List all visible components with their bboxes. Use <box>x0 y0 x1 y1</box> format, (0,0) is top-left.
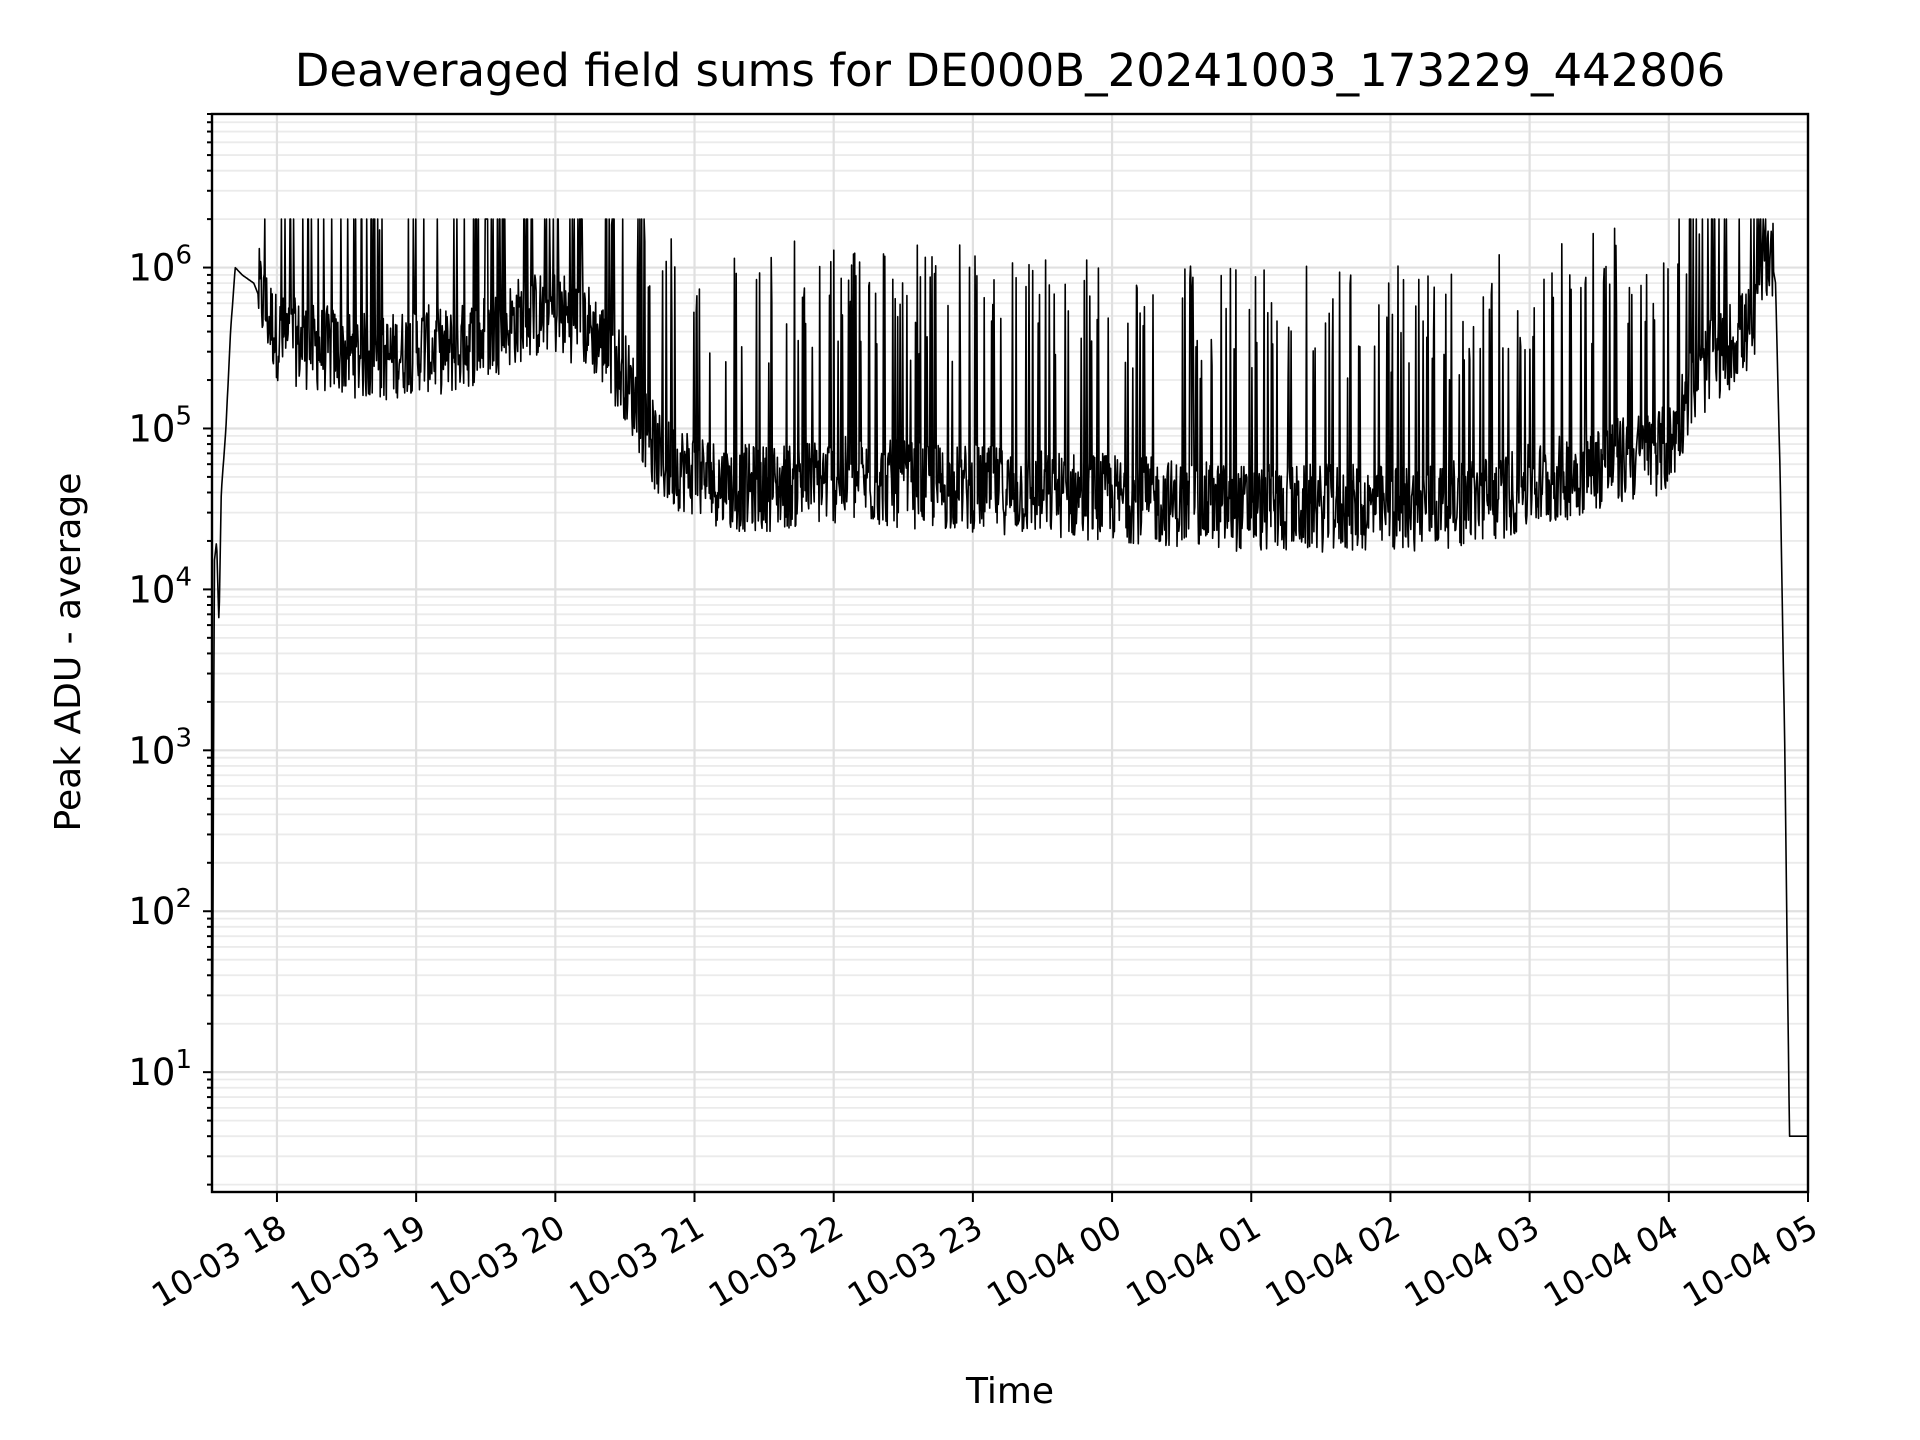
x-tick-label: 10-04 00 <box>980 1207 1128 1315</box>
x-tick-label: 10-03 20 <box>423 1207 571 1315</box>
y-axis-label: Peak ADU - average <box>48 473 89 832</box>
y-tick-label: 101 <box>128 1045 192 1094</box>
y-tick-base: 10 <box>128 890 175 933</box>
x-axis-label: Time <box>965 1371 1054 1412</box>
y-tick-label: 104 <box>128 562 192 611</box>
y-tick-label: 106 <box>128 241 192 290</box>
y-tick-base: 10 <box>128 1051 175 1094</box>
y-tick-base: 10 <box>128 407 175 450</box>
x-tick-label: 10-03 18 <box>145 1207 293 1315</box>
y-tick-exponent: 3 <box>175 723 192 753</box>
x-tick-label: 10-03 23 <box>841 1207 989 1315</box>
y-tick-label: 105 <box>128 401 192 450</box>
x-tick-label: 10-04 04 <box>1537 1207 1685 1315</box>
x-tick-label: 10-04 05 <box>1676 1207 1824 1315</box>
grid-lines <box>212 113 1810 1192</box>
y-tick-base: 10 <box>128 247 175 290</box>
y-tick-exponent: 4 <box>175 562 192 592</box>
y-tick-base: 10 <box>128 568 175 611</box>
x-tick-label: 10-03 22 <box>702 1207 850 1315</box>
y-tick-label: 102 <box>128 884 192 933</box>
x-tick-label: 10-04 02 <box>1258 1207 1406 1315</box>
y-tick-base: 10 <box>128 729 175 772</box>
y-tick-exponent: 6 <box>175 241 192 271</box>
y-tick-label: 103 <box>128 723 192 772</box>
series-line <box>211 218 1809 1185</box>
x-tick-label: 10-03 19 <box>284 1207 432 1315</box>
x-tick-label: 10-04 01 <box>1119 1207 1267 1315</box>
x-tick-label: 10-04 03 <box>1398 1207 1546 1315</box>
chart-title: Deaveraged field sums for DE000B_2024100… <box>295 44 1726 97</box>
y-tick-exponent: 5 <box>175 401 192 431</box>
y-tick-exponent: 1 <box>175 1045 192 1075</box>
y-tick-exponent: 2 <box>175 884 192 914</box>
x-tick-label: 10-03 21 <box>563 1207 711 1315</box>
